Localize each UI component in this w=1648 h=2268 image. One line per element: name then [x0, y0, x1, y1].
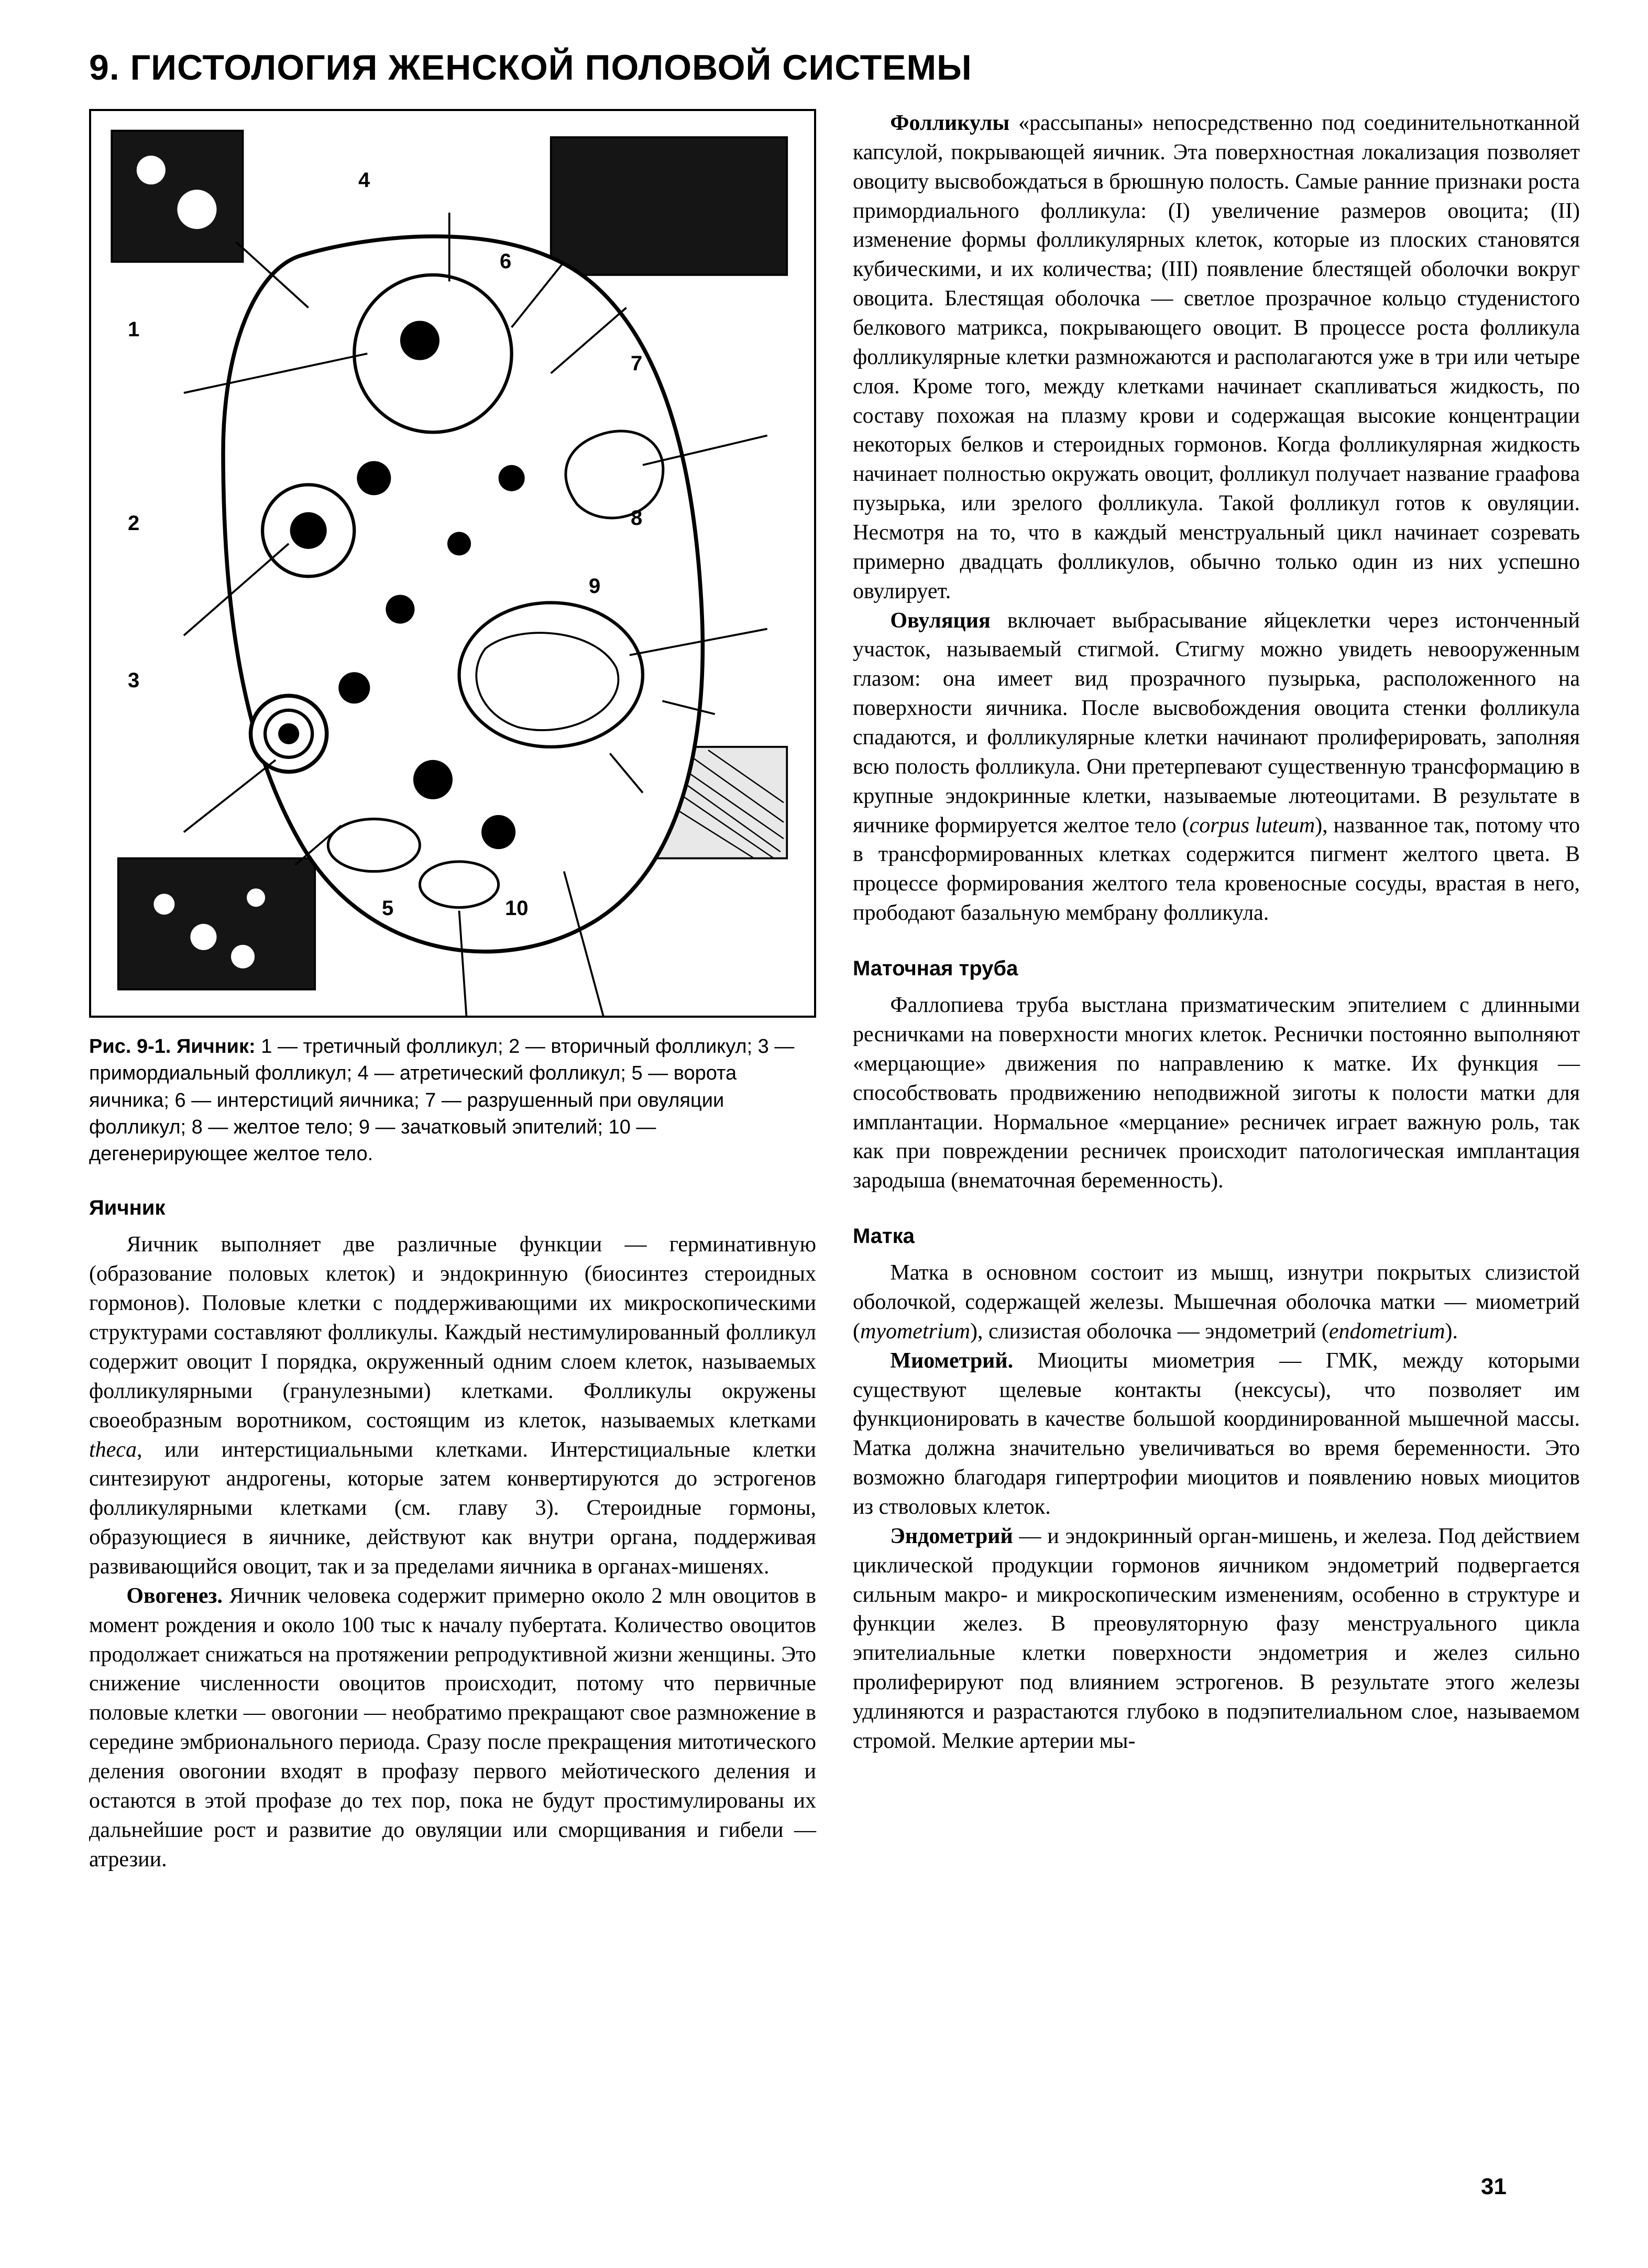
para-ovary-1: Яичник выполняет две различные функции —…: [89, 1230, 816, 1581]
figure-label-1: 1: [128, 318, 139, 342]
figure-label-8: 8: [631, 507, 642, 530]
figure-ovary-diagram: 1 2 3 4 5 6 7 8 9 10: [89, 109, 816, 1018]
right-column: Фолликулы «рассыпаны» непосредственно по…: [853, 109, 1580, 1874]
para-uterus-1: Матка в основном состоит из мышц, изнутр…: [853, 1259, 1580, 1347]
ovary-svg: [91, 111, 814, 1016]
left-column: 1 2 3 4 5 6 7 8 9 10 Рис. 9-1. Яичник: 1…: [89, 109, 816, 1874]
heading-ovary: Яичник: [89, 1196, 816, 1220]
para-ovary-2: Овогенез. Яичник человека содержит приме…: [89, 1582, 816, 1875]
figure-label-10: 10: [505, 897, 529, 920]
figure-caption: Рис. 9-1. Яичник: 1 — третичный фолликул…: [89, 1033, 816, 1168]
para-uterus-3: Эндометрий — и эндокринный орган-мишень,…: [853, 1522, 1580, 1756]
figure-caption-prefix: Рис. 9-1. Яичник:: [89, 1036, 256, 1058]
para-ovulation: Овуляция включает выбрасывание яйцеклетк…: [853, 607, 1580, 928]
para-tube: Фаллопиева труба выстлана призматическим…: [853, 991, 1580, 1196]
heading-tube: Маточная труба: [853, 957, 1580, 981]
two-column-layout: 1 2 3 4 5 6 7 8 9 10 Рис. 9-1. Яичник: 1…: [89, 109, 1580, 1874]
figure-label-6: 6: [500, 250, 511, 273]
para-follicles: Фолликулы «рассыпаны» непосредственно по…: [853, 109, 1580, 607]
figure-label-3: 3: [128, 669, 139, 692]
para-uterus-2: Миометрий. Миоциты миометрия — ГМК, межд…: [853, 1347, 1580, 1522]
page-number: 31: [1481, 2174, 1507, 2200]
figure-label-5: 5: [382, 897, 393, 920]
figure-label-9: 9: [589, 575, 600, 598]
chapter-title: 9. ГИСТОЛОГИЯ ЖЕНСКОЙ ПОЛОВОЙ СИСТЕМЫ: [89, 47, 1580, 88]
figure-label-7: 7: [631, 352, 642, 376]
figure-label-2: 2: [128, 512, 139, 535]
figure-label-4: 4: [358, 169, 370, 192]
heading-uterus: Матка: [853, 1225, 1580, 1248]
